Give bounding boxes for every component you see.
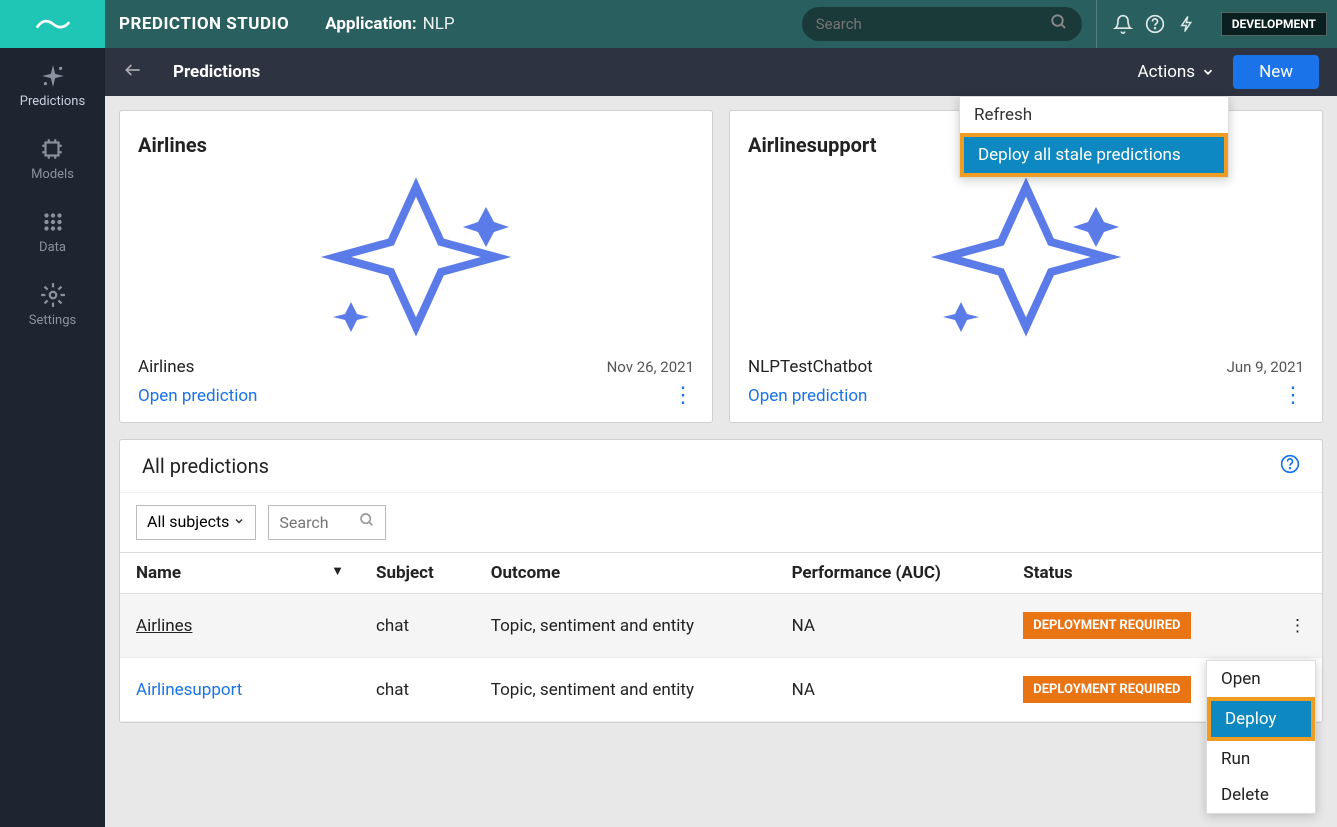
card-title: Airlines (138, 133, 694, 157)
subject-filter-value: All subjects (147, 512, 229, 531)
row-outcome: Topic, sentiment and entity (475, 658, 776, 722)
sidebar: Predictions Models Data Settings (0, 48, 105, 827)
actions-label: Actions (1138, 62, 1196, 82)
menu-item-refresh[interactable]: Refresh (960, 97, 1228, 133)
col-outcome[interactable]: Outcome (475, 553, 776, 594)
chevron-down-icon (1201, 65, 1215, 79)
settings-icon (39, 281, 67, 309)
topbar: PREDICTION STUDIO Application: NLP DEVEL… (0, 0, 1337, 48)
sparkle-icon (138, 157, 694, 357)
filter-icon[interactable]: ▼ (331, 563, 344, 579)
row-performance: NA (776, 594, 1008, 658)
sidebar-item-label: Predictions (20, 94, 85, 109)
row-name-link[interactable]: Airlines (136, 616, 192, 636)
table-search[interactable] (268, 505, 386, 540)
predictions-table: Name▼ Subject Outcome Performance (AUC) … (120, 552, 1322, 722)
bolt-icon[interactable] (1175, 12, 1199, 36)
menu-item-open[interactable]: Open (1207, 661, 1315, 697)
row-subject: chat (360, 594, 475, 658)
sparkle-icon (748, 157, 1304, 357)
models-icon (38, 135, 66, 163)
panel-title: All predictions (142, 454, 269, 478)
new-button[interactable]: New (1233, 55, 1319, 89)
menu-item-delete[interactable]: Delete (1207, 777, 1315, 813)
bell-icon[interactable] (1111, 12, 1135, 36)
prediction-card: Airlines Airlines Nov 26, 2021 (119, 110, 713, 423)
sidebar-item-data[interactable]: Data (39, 208, 67, 255)
actions-menu: Refresh Deploy all stale predictions (959, 96, 1229, 178)
back-arrow-icon[interactable] (123, 60, 143, 84)
row-performance: NA (776, 658, 1008, 722)
open-prediction-link[interactable]: Open prediction (748, 386, 867, 406)
table-row: Airlines chat Topic, sentiment and entit… (120, 594, 1322, 658)
global-search[interactable] (802, 7, 1082, 41)
status-badge: DEPLOYMENT REQUIRED (1023, 612, 1190, 639)
col-name[interactable]: Name▼ (120, 553, 360, 594)
col-subject[interactable]: Subject (360, 553, 475, 594)
application-label: Application: (325, 14, 416, 34)
row-subject: chat (360, 658, 475, 722)
pagebar: Predictions Actions New Refresh Deploy a… (105, 48, 1337, 96)
all-predictions-panel: All predictions All subjects (119, 439, 1323, 723)
actions-button[interactable]: Actions (1138, 62, 1216, 82)
card-date: Jun 9, 2021 (1227, 358, 1304, 376)
sidebar-item-settings[interactable]: Settings (29, 281, 76, 328)
col-status[interactable]: Status (1007, 553, 1262, 594)
col-performance[interactable]: Performance (AUC) (776, 553, 1008, 594)
table-row: Airlinesupport chat Topic, sentiment and… (120, 658, 1322, 722)
search-icon (1050, 13, 1068, 36)
card-name: NLPTestChatbot (748, 357, 873, 377)
search-input[interactable] (816, 15, 1050, 33)
card-date: Nov 26, 2021 (607, 358, 694, 376)
page-title: Predictions (173, 62, 260, 82)
sidebar-item-label: Data (39, 240, 66, 255)
menu-item-run[interactable]: Run (1207, 741, 1315, 777)
env-badge: DEVELOPMENT (1221, 12, 1327, 36)
sidebar-item-predictions[interactable]: Predictions (20, 62, 85, 109)
open-prediction-link[interactable]: Open prediction (138, 386, 257, 406)
help-icon[interactable] (1143, 12, 1167, 36)
subject-filter-select[interactable]: All subjects (136, 505, 256, 540)
status-badge: DEPLOYMENT REQUIRED (1023, 676, 1190, 703)
sidebar-item-label: Settings (29, 313, 76, 328)
predictions-icon (39, 62, 67, 90)
search-icon (359, 512, 375, 533)
more-vert-icon[interactable]: ⋮ (1282, 383, 1304, 408)
table-search-input[interactable] (279, 513, 351, 532)
row-outcome: Topic, sentiment and entity (475, 594, 776, 658)
app-title: PREDICTION STUDIO (119, 14, 289, 34)
row-name-link[interactable]: Airlinesupport (136, 680, 242, 700)
card-name: Airlines (138, 357, 194, 377)
row-more-icon[interactable]: ⋮ (1262, 594, 1322, 658)
row-context-menu: Open Deploy Run Delete (1206, 660, 1316, 814)
application-value[interactable]: NLP (423, 14, 455, 34)
menu-item-deploy-all[interactable]: Deploy all stale predictions (960, 133, 1228, 177)
data-icon (39, 208, 67, 236)
help-icon[interactable] (1280, 454, 1300, 478)
chevron-down-icon (233, 515, 245, 527)
sidebar-item-label: Models (31, 167, 74, 182)
more-vert-icon[interactable]: ⋮ (672, 383, 694, 408)
app-logo[interactable] (0, 0, 105, 48)
sidebar-item-models[interactable]: Models (31, 135, 74, 182)
wave-icon (35, 14, 71, 34)
menu-item-deploy[interactable]: Deploy (1207, 697, 1315, 741)
